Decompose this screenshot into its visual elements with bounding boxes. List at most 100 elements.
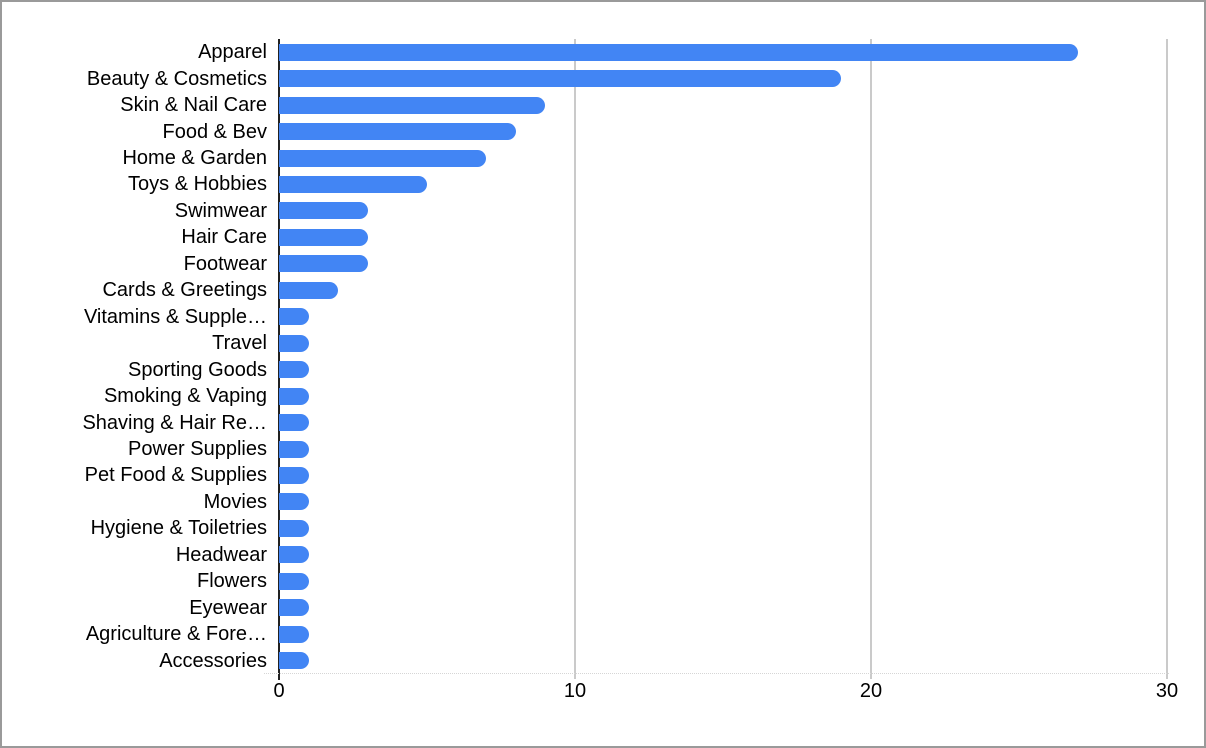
chart-row: Hair Care [2, 224, 1204, 250]
category-label: Vitamins & Supple… [83, 306, 267, 327]
bar [279, 308, 309, 326]
chart-row: Movies [2, 489, 1204, 515]
chart-row: Vitamins & Supple… [2, 304, 1204, 330]
bar-area [279, 330, 1204, 356]
chart-row: Flowers [2, 568, 1204, 594]
bar-area [279, 515, 1204, 541]
bar-area [279, 118, 1204, 144]
bar [279, 572, 309, 590]
chart-row: Swimwear [2, 198, 1204, 224]
bar [279, 43, 1079, 61]
bar [279, 175, 427, 193]
chart-row: Food & Bev [2, 118, 1204, 144]
bar [279, 599, 309, 617]
x-axis-baseline [264, 673, 1169, 674]
chart-rows: Apparel Beauty & Cosmetics Skin & Nail Car… [2, 39, 1204, 674]
x-tick-label: 20 [859, 680, 883, 702]
bar-area [279, 595, 1204, 621]
bar [279, 96, 546, 114]
category-label: Power Supplies [128, 439, 267, 460]
category-label: Footwear [183, 253, 267, 274]
bar-area [279, 647, 1204, 673]
bar-area [279, 277, 1204, 303]
chart-row: Cards & Greetings [2, 277, 1204, 303]
category-label: Hair Care [181, 227, 267, 248]
y-axis-line [278, 39, 280, 680]
chart-row: Footwear [2, 251, 1204, 277]
bar [279, 387, 309, 405]
bar-area [279, 171, 1204, 197]
bar [279, 228, 368, 246]
bar-area [279, 39, 1204, 65]
category-label: Headwear [175, 544, 267, 565]
bar-area [279, 462, 1204, 488]
chart-row: Eyewear [2, 595, 1204, 621]
category-label: Apparel [198, 42, 267, 63]
category-label: Food & Bev [162, 121, 267, 142]
category-label: Pet Food & Supplies [84, 465, 267, 486]
bar [279, 414, 309, 432]
chart-row: Power Supplies [2, 436, 1204, 462]
category-label: Home & Garden [122, 148, 267, 169]
category-label: Hygiene & Toiletries [90, 518, 267, 539]
chart-row: Agriculture & Fore… [2, 621, 1204, 647]
gridline [1166, 39, 1168, 679]
category-label: Cards & Greetings [102, 280, 267, 301]
category-label: Sporting Goods [128, 359, 267, 380]
bar [279, 625, 309, 643]
bar [279, 255, 368, 273]
bar [279, 546, 309, 564]
chart-row: Smoking & Vaping [2, 383, 1204, 409]
bar-area [279, 92, 1204, 118]
category-label: Skin & Nail Care [120, 95, 267, 116]
bar [279, 70, 842, 88]
bar [279, 361, 309, 379]
category-label: Movies [203, 491, 267, 512]
category-label: Accessories [159, 650, 267, 671]
chart-row: Apparel [2, 39, 1204, 65]
category-label: Travel [212, 333, 267, 354]
category-label: Smoking & Vaping [103, 386, 267, 407]
gridline [870, 39, 872, 679]
bar [279, 123, 516, 141]
bar-area [279, 383, 1204, 409]
bar [279, 652, 309, 670]
chart-row: Travel [2, 330, 1204, 356]
bar [279, 466, 309, 484]
chart-row: Pet Food & Supplies [2, 462, 1204, 488]
bar [279, 149, 487, 167]
x-tick-label: 0 [273, 680, 285, 702]
bar [279, 440, 309, 458]
bar-area [279, 436, 1204, 462]
chart-row: Skin & Nail Care [2, 92, 1204, 118]
bar-area [279, 304, 1204, 330]
bar-area [279, 542, 1204, 568]
chart-row: Toys & Hobbies [2, 171, 1204, 197]
x-tick-label: 30 [1155, 680, 1179, 702]
category-label: Eyewear [189, 597, 267, 618]
bar-area [279, 489, 1204, 515]
bar [279, 281, 339, 299]
chart-row: Sporting Goods [2, 356, 1204, 382]
chart-row: Accessories [2, 647, 1204, 673]
bar-area [279, 409, 1204, 435]
chart-row: Beauty & Cosmetics [2, 65, 1204, 91]
bar [279, 334, 309, 352]
bar-area [279, 145, 1204, 171]
chart-row: Headwear [2, 542, 1204, 568]
category-label: Agriculture & Fore… [85, 624, 267, 645]
bar-area [279, 568, 1204, 594]
category-label: Flowers [196, 571, 267, 592]
gridline [574, 39, 576, 679]
bar-area [279, 65, 1204, 91]
bar [279, 493, 309, 511]
category-label: Beauty & Cosmetics [86, 68, 267, 89]
category-label: Swimwear [174, 200, 267, 221]
bar-area [279, 198, 1204, 224]
category-label: Toys & Hobbies [128, 174, 267, 195]
chart-row: Shaving & Hair Re… [2, 409, 1204, 435]
chart-row: Home & Garden [2, 145, 1204, 171]
category-label: Shaving & Hair Re… [82, 412, 267, 433]
bar [279, 519, 309, 537]
